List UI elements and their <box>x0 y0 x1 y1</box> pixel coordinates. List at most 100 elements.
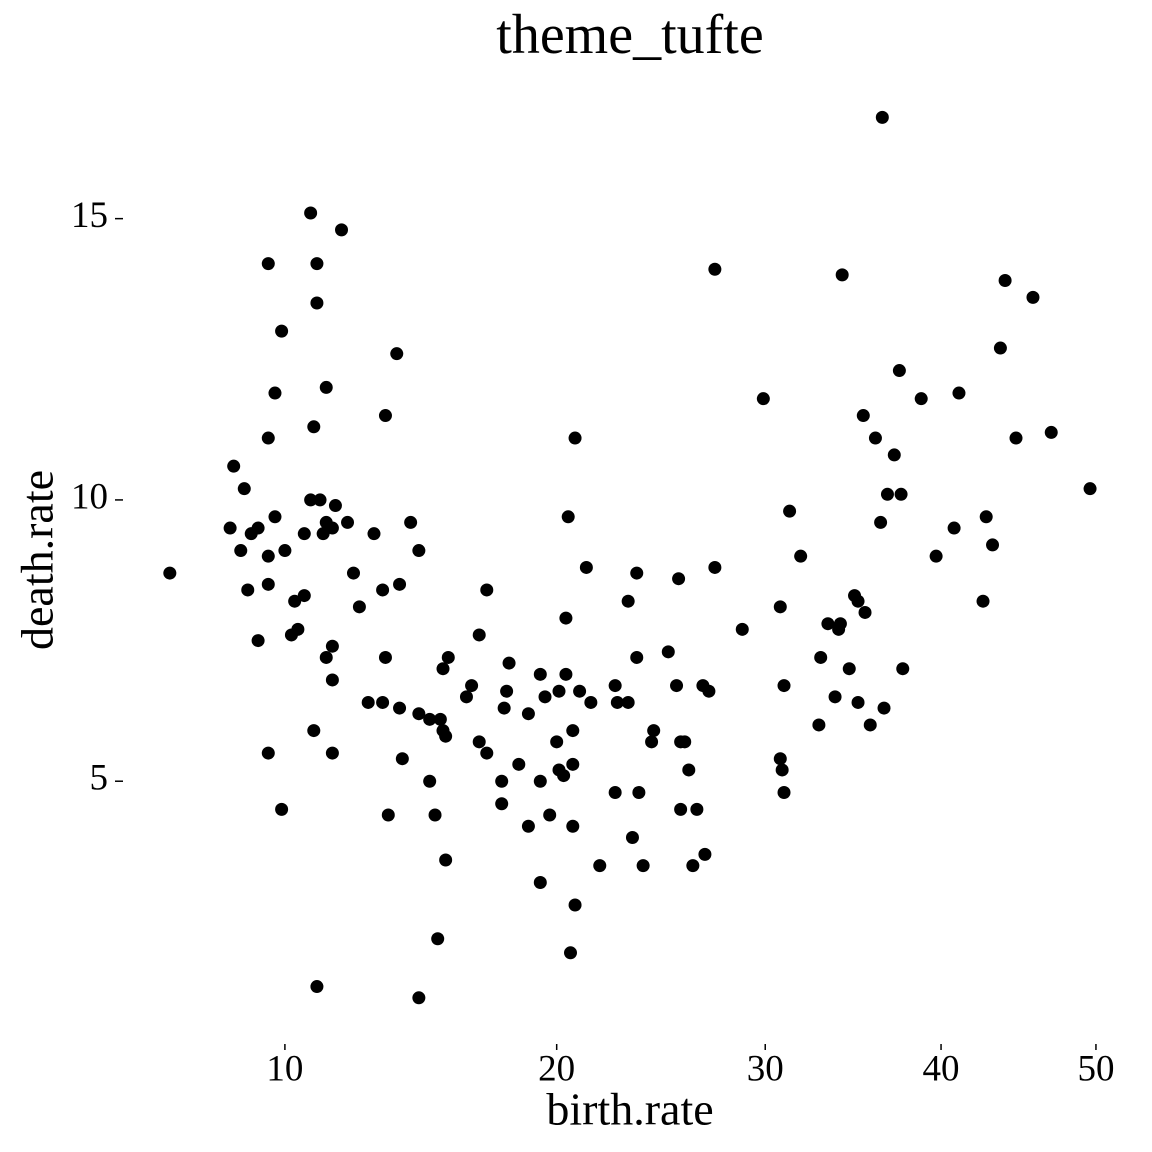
point <box>436 662 450 676</box>
point <box>773 752 787 766</box>
point <box>645 735 659 749</box>
point <box>304 493 318 507</box>
point <box>794 549 808 563</box>
point <box>241 583 255 597</box>
point <box>686 859 700 873</box>
point <box>335 223 349 237</box>
point <box>163 566 177 580</box>
point <box>842 662 856 676</box>
point <box>775 763 789 777</box>
point <box>538 690 552 704</box>
point <box>381 808 395 822</box>
point <box>261 746 275 760</box>
point <box>708 262 722 276</box>
point <box>261 257 275 271</box>
point <box>423 774 437 788</box>
y-axis-label: death.rate <box>12 470 63 650</box>
point <box>566 724 580 738</box>
point <box>251 521 265 535</box>
point <box>568 898 582 912</box>
point <box>566 819 580 833</box>
point <box>393 701 407 715</box>
point <box>376 583 390 597</box>
point <box>690 802 704 816</box>
point <box>976 594 990 608</box>
point <box>559 611 573 625</box>
point <box>497 701 511 715</box>
point <box>521 707 535 721</box>
point <box>564 946 578 960</box>
point <box>278 544 292 558</box>
point <box>682 763 696 777</box>
point <box>702 684 716 698</box>
point <box>621 695 635 709</box>
point <box>608 679 622 693</box>
point <box>783 504 797 518</box>
point <box>268 386 282 400</box>
point <box>297 527 311 541</box>
x-tick-label: 50 <box>1077 1048 1114 1089</box>
point <box>472 628 486 642</box>
point <box>856 409 870 423</box>
point <box>307 724 321 738</box>
point <box>986 538 1000 552</box>
point <box>465 679 479 693</box>
point <box>1083 482 1097 496</box>
x-tick-label: 40 <box>923 1048 960 1089</box>
point <box>325 673 339 687</box>
point <box>543 808 557 822</box>
point <box>297 589 311 603</box>
point <box>412 991 426 1005</box>
point <box>914 392 928 406</box>
point <box>313 493 327 507</box>
point <box>568 431 582 445</box>
point <box>472 735 486 749</box>
point <box>433 712 447 726</box>
point <box>234 544 248 558</box>
point <box>579 560 593 574</box>
point <box>367 527 381 541</box>
point <box>858 605 872 619</box>
point <box>275 324 289 338</box>
point <box>851 695 865 709</box>
point <box>459 690 473 704</box>
point <box>892 364 906 378</box>
point <box>251 634 265 648</box>
point <box>291 622 305 636</box>
chart-title: theme_tufte <box>496 4 763 66</box>
point <box>1044 425 1058 439</box>
point <box>480 583 494 597</box>
point <box>310 980 324 994</box>
x-tick-label: 20 <box>538 1048 575 1089</box>
point <box>630 566 644 580</box>
point <box>227 459 241 473</box>
point <box>584 695 598 709</box>
point <box>261 549 275 563</box>
y-tick-label: 15 <box>71 195 108 236</box>
point <box>566 757 580 771</box>
point <box>412 707 426 721</box>
point <box>833 617 847 631</box>
x-axis-label: birth.rate <box>546 1084 713 1135</box>
point <box>310 257 324 271</box>
point <box>777 785 791 799</box>
point <box>393 577 407 591</box>
point <box>395 752 409 766</box>
point <box>610 695 624 709</box>
point <box>341 515 355 529</box>
y-tick-label: 5 <box>90 758 109 799</box>
point <box>993 341 1007 355</box>
point <box>773 600 787 614</box>
point <box>875 110 889 124</box>
point <box>502 656 516 670</box>
point <box>378 650 392 664</box>
point <box>630 650 644 664</box>
point <box>319 650 333 664</box>
point <box>874 515 888 529</box>
point <box>851 594 865 608</box>
point <box>821 617 835 631</box>
point <box>1026 290 1040 304</box>
point <box>777 679 791 693</box>
point <box>361 695 375 709</box>
